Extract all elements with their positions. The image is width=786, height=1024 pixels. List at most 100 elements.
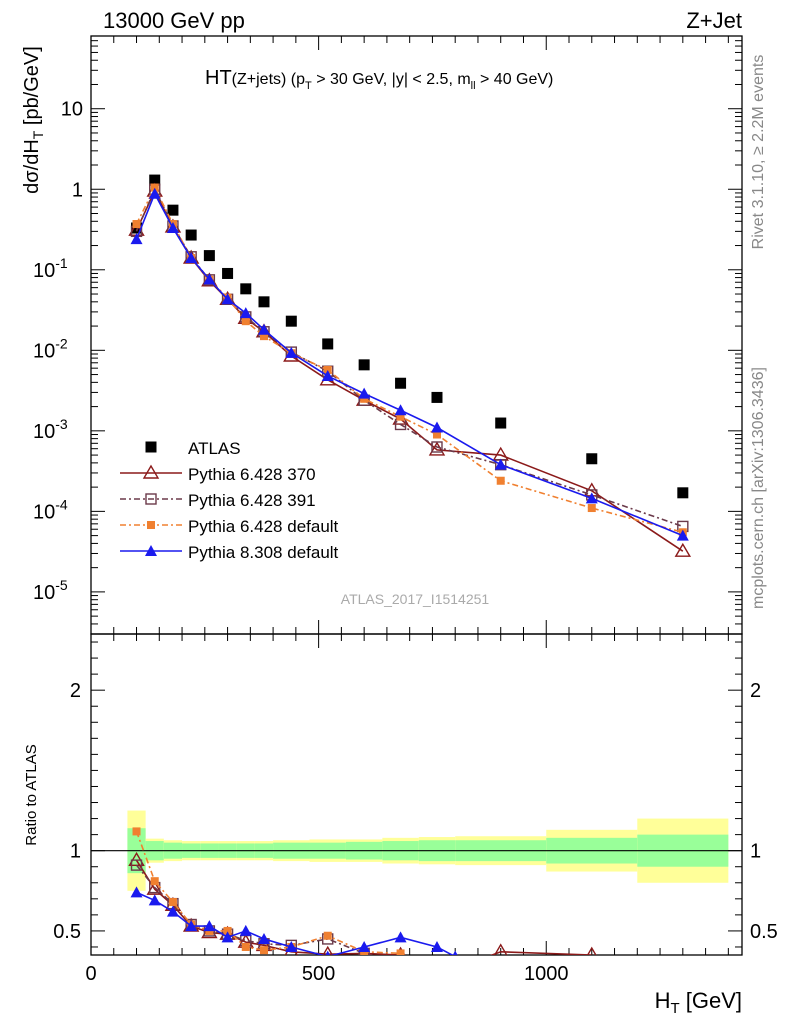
y-tick-label: 10-3	[33, 416, 68, 443]
series-4-point	[585, 492, 598, 504]
rivet-label: Rivet 3.1.10, ≥ 2.2M events	[750, 55, 767, 250]
series-4-point	[285, 346, 298, 358]
ratio-series-1-point	[432, 968, 442, 978]
series-0-point	[167, 204, 179, 216]
legend-marker	[147, 521, 155, 529]
ratio-series-3-point	[221, 931, 234, 943]
main-panel: 10 1 10-1 10-2 10-3 10-4 10-5 ATLAS Pythia 6.428…	[33, 35, 743, 635]
series-1-point	[428, 441, 446, 456]
series-0-point	[203, 250, 215, 262]
legend-label: Pythia 6.428 370	[188, 465, 316, 484]
ratio-series-3-point	[185, 920, 198, 932]
series-4-line	[135, 191, 684, 537]
series-0-point	[358, 359, 370, 371]
ratio-series-2-point	[396, 949, 405, 955]
ratio-series-3-point	[148, 894, 161, 906]
ratio-series-3-point	[358, 940, 371, 952]
ratio-series-2-point	[323, 931, 332, 940]
ratio-y-tick-label: 1	[70, 841, 81, 863]
y-tick-label: 10-4	[33, 496, 68, 523]
y-tick-label: 10-1	[33, 255, 68, 282]
ratio-series-group	[128, 827, 597, 981]
ratio-series-3-point	[325, 950, 331, 955]
ratio-frame	[90, 633, 743, 956]
series-3-line	[135, 185, 684, 534]
series-3-point	[396, 412, 405, 421]
series-0-point	[431, 391, 443, 403]
x-axis-label: HT [GeV]	[655, 988, 742, 1017]
ratio-y-tick-label: 0.5	[53, 921, 81, 943]
header-left: 13000 GeV pp	[103, 8, 245, 33]
y-tick-label: 10-2	[33, 335, 68, 362]
y-tick-label: 10-5	[33, 577, 68, 604]
ratio-series-0-point	[430, 969, 444, 981]
series-3-point	[241, 317, 250, 326]
ratio-series-0-line	[135, 859, 592, 955]
ratio-series-2-line	[135, 831, 401, 955]
y-tick-label: 10	[61, 99, 83, 121]
ratio-panel: 0 500 1000 0.5 0.5 1 1 2 2	[53, 633, 778, 985]
ratio-series-2-point	[223, 926, 232, 935]
ratio-series-3-point	[285, 940, 298, 952]
series-3-point	[323, 365, 332, 374]
legend-marker	[145, 441, 157, 453]
ratio-series-1-point	[496, 958, 506, 968]
series-4-point	[221, 293, 234, 305]
series-4-point	[394, 404, 407, 416]
series-4-point	[130, 233, 143, 245]
series-4-point	[203, 273, 216, 285]
ratio-series-3-point	[430, 940, 443, 952]
series-0-point	[185, 229, 197, 241]
ratio-series-3-point	[257, 932, 270, 944]
series-3-point	[132, 220, 141, 229]
series-4-point	[358, 387, 371, 399]
ratio-series-3-point	[130, 886, 143, 898]
series-0-point	[131, 222, 143, 234]
analysis-id: ATLAS_2017_I1514251	[341, 591, 490, 607]
ratio-series-2-point	[241, 942, 250, 951]
legend-label: ATLAS	[188, 439, 241, 458]
x-tick-label: 500	[302, 963, 335, 985]
legend: ATLAS Pythia 6.428 370 Pythia 6.428 391 Pyt…	[120, 439, 339, 562]
series-0-point	[495, 417, 507, 429]
ratio-series-3-point	[166, 905, 179, 917]
x-tick-label: 0	[85, 963, 96, 985]
series-3-point	[259, 332, 268, 341]
ratio-series-0-point	[586, 946, 597, 955]
series-3-point	[432, 430, 441, 439]
series-2-point	[431, 441, 443, 453]
ratio-series-1-line	[135, 864, 374, 955]
main-title: HT(Z+jets) (pT > 30 GeV, |y| < 2.5, mll …	[205, 67, 553, 92]
series-3-point	[360, 394, 369, 403]
series-4-point	[257, 323, 270, 335]
series-0-point	[586, 453, 598, 465]
legend-label: Pythia 8.308 default	[188, 543, 339, 562]
ratio-y-tick-label-right: 0.5	[750, 921, 778, 943]
series-3-point	[150, 183, 159, 192]
series-4-point	[321, 369, 334, 381]
series-0-point	[149, 174, 161, 186]
ratio-series-1-point	[396, 958, 406, 968]
ratio-ylabel: Ratio to ATLAS	[23, 744, 40, 845]
series-4-point	[676, 529, 689, 541]
series-4-point	[185, 252, 198, 264]
ratio-y-tick-label: 2	[70, 680, 81, 702]
ratio-series-2-point	[259, 946, 268, 955]
series-0-point	[222, 267, 234, 279]
ratio-series-3-point	[394, 931, 407, 943]
series-0-point	[240, 283, 252, 295]
ratio-series-3-point	[452, 950, 458, 955]
ratio-series-3-point	[203, 920, 216, 932]
legend-marker	[145, 545, 157, 556]
series-0-point	[322, 338, 334, 350]
series-3-point	[587, 504, 596, 513]
ratio-y-tick-label-right: 2	[750, 680, 761, 702]
series-0-point	[677, 487, 689, 499]
legend-marker	[142, 464, 160, 479]
legend-label: Pythia 6.428 default	[188, 517, 339, 536]
x-tick-label: 1000	[524, 963, 569, 985]
series-4-point	[239, 307, 252, 319]
series-0-point	[258, 296, 270, 308]
series-0-point	[395, 377, 407, 389]
